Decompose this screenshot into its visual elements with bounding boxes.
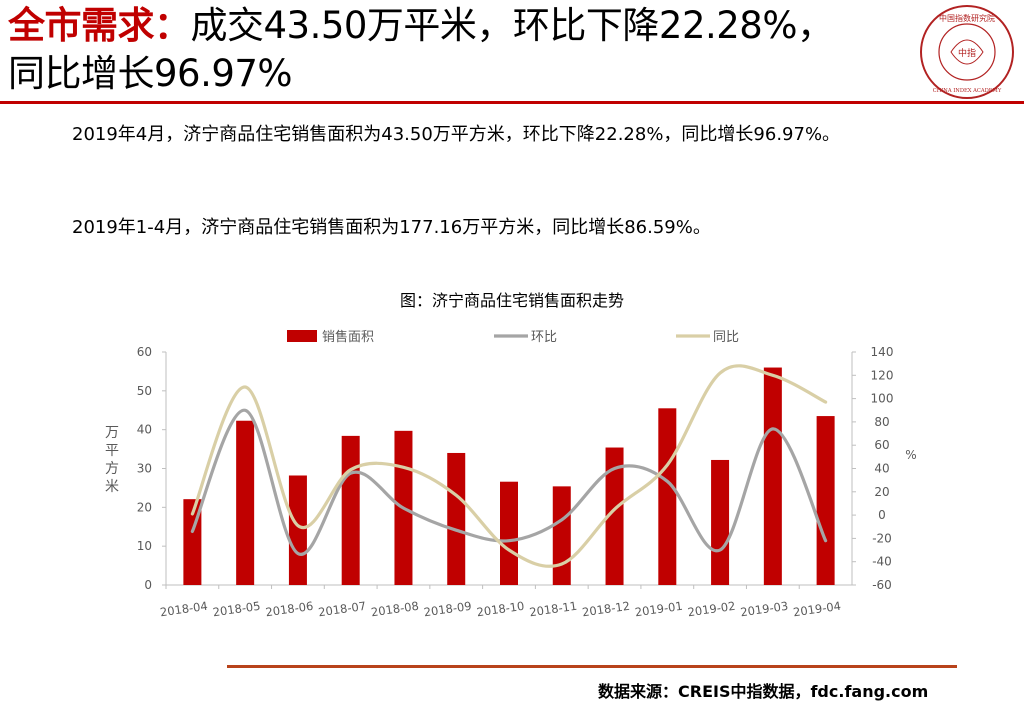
legend-label-sales: 销售面积 [322, 329, 374, 345]
y-tick-label: 20 [137, 500, 152, 514]
x-tick-label: 2018-08 [370, 599, 420, 620]
y-axis-label: 米 [105, 479, 119, 495]
x-tick-label: 2019-02 [687, 599, 737, 620]
logo-text-bottom: CHINA INDEX ACADEMY [933, 88, 1002, 94]
x-tick-label: 2018-12 [581, 599, 631, 620]
y2-tick-label: 0 [878, 508, 886, 522]
y2-axis-label: % [905, 448, 916, 462]
legend-label-mom: 环比 [531, 330, 557, 345]
paragraph-monthly: 2019年4月，济宁商品住宅销售面积为43.50万平方米，环比下降22.28%，… [72, 124, 841, 145]
y2-tick-label: 60 [874, 438, 889, 452]
y-tick-label: 40 [137, 423, 152, 437]
x-tick-label: 2018-07 [317, 599, 367, 620]
title-highlight: 全市需求： [8, 4, 191, 47]
title-line1: 成交43.50万平米，环比下降22.28%， [190, 4, 835, 47]
y2-tick-label: -60 [872, 578, 892, 592]
y2-tick-label: -40 [872, 555, 892, 569]
x-tick-label: 2019-04 [792, 599, 842, 620]
x-tick-label: 2019-03 [740, 599, 790, 620]
chart-title: 图：济宁商品住宅销售面积走势 [399, 291, 624, 310]
footer-divider [227, 665, 957, 668]
data-source: 数据来源：CREIS中指数据，fdc.fang.com [598, 682, 929, 701]
bar-sales-area [341, 435, 360, 585]
y-tick-label: 50 [137, 384, 152, 398]
bar-sales-area [711, 459, 730, 585]
logo-text-top: 中国指数研究院 [939, 13, 995, 23]
y-tick-label: 0 [144, 578, 152, 592]
x-tick-label: 2018-09 [423, 599, 473, 620]
china-index-academy-logo: 中国指数研究院 中指 CHINA INDEX ACADEMY [920, 5, 1014, 99]
y2-tick-label: 100 [871, 392, 894, 406]
page-title: 全市需求：成交43.50万平米，环比下降22.28%， 同比增长96.97% [8, 2, 913, 98]
title-line2: 同比增长96.97% [8, 52, 293, 95]
bar-sales-area [605, 447, 624, 585]
bar-sales-area [552, 486, 571, 585]
y2-tick-label: 120 [871, 368, 894, 382]
line-mom [190, 408, 828, 556]
y-tick-label: 30 [137, 462, 152, 476]
y-axis-label: 万 [105, 425, 119, 441]
legend-swatch-sales [287, 330, 317, 342]
y2-tick-label: 20 [874, 485, 889, 499]
y2-tick-label: 40 [874, 462, 889, 476]
bar-sales-area [658, 408, 677, 585]
y-tick-label: 60 [137, 345, 152, 359]
x-tick-label: 2018-10 [476, 599, 526, 620]
legend-label-yoy: 同比 [713, 330, 739, 345]
y2-tick-label: 80 [874, 415, 889, 429]
bar-sales-area [447, 452, 466, 585]
y-tick-label: 10 [137, 539, 152, 553]
y-axis-label: 方 [105, 461, 119, 477]
paragraph-ytd: 2019年1-4月，济宁商品住宅销售面积为177.16万平方米，同比增长86.5… [72, 217, 711, 238]
y2-tick-label: 140 [871, 345, 894, 359]
bar-sales-area [288, 475, 307, 585]
x-tick-label: 2018-06 [265, 599, 315, 620]
x-tick-label: 2018-11 [528, 599, 578, 620]
y2-tick-label: -20 [872, 531, 892, 545]
bar-sales-area [236, 420, 255, 585]
x-tick-label: 2018-04 [159, 599, 209, 620]
bar-sales-area [816, 416, 835, 585]
line-yoy [190, 364, 828, 568]
bar-sales-area [763, 367, 782, 585]
y-axis-label: 平 [105, 443, 119, 459]
title-divider [0, 101, 1024, 104]
logo-text-center: 中指 [958, 47, 976, 59]
x-tick-label: 2018-05 [212, 599, 262, 620]
bar-sales-area [500, 481, 518, 585]
x-tick-label: 2019-01 [634, 599, 684, 620]
